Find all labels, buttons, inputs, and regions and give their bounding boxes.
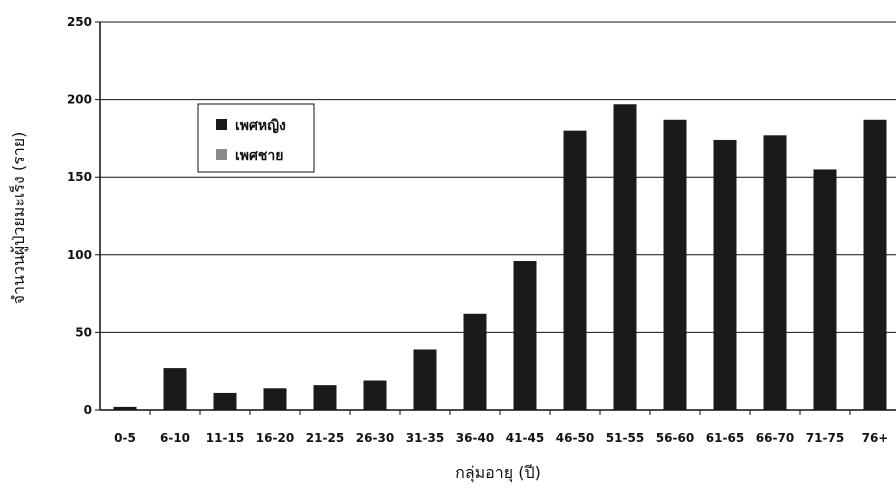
x-tick-label: 6-10 bbox=[160, 431, 190, 445]
y-tick-label: 50 bbox=[75, 325, 92, 339]
bar bbox=[663, 119, 687, 410]
bar bbox=[313, 385, 337, 410]
plot-area bbox=[100, 22, 896, 410]
y-tick-labels: 0 50 100 150 200 250 bbox=[67, 15, 100, 417]
bar bbox=[463, 313, 487, 410]
bar-group bbox=[113, 104, 887, 411]
bar bbox=[513, 261, 537, 410]
x-tick-labels: 0-5 6-10 11-15 16-20 21-25 26-30 31-35 36-40 41-… bbox=[114, 410, 889, 445]
x-tick-label: 0-5 bbox=[114, 431, 136, 445]
bar bbox=[563, 130, 587, 410]
y-axis-title: จำนวนผู้ป่วยมะเร็ง (ราย) bbox=[8, 132, 29, 305]
bar bbox=[813, 169, 837, 410]
legend: เพศหญิง เพศชาย bbox=[197, 103, 315, 173]
bar bbox=[613, 104, 637, 411]
x-tick-label: 36-40 bbox=[456, 431, 494, 445]
legend-box bbox=[197, 103, 315, 173]
x-tick-label: 26-30 bbox=[356, 431, 394, 445]
bar bbox=[113, 406, 137, 410]
bar bbox=[213, 392, 237, 410]
legend-swatch-female bbox=[216, 119, 227, 130]
y-tick-label: 200 bbox=[67, 93, 92, 107]
x-axis-title: กลุ่มอายุ (ปี) bbox=[455, 463, 541, 483]
legend-label-female: เพศหญิง bbox=[235, 118, 286, 134]
legend-swatch-male bbox=[216, 149, 227, 160]
x-tick-label: 46-50 bbox=[556, 431, 594, 445]
x-tick-label: 31-35 bbox=[406, 431, 444, 445]
x-tick-label: 16-20 bbox=[256, 431, 294, 445]
bar bbox=[763, 135, 787, 410]
x-tick-label: 71-75 bbox=[806, 431, 844, 445]
bar bbox=[163, 368, 187, 410]
gridlines bbox=[100, 21, 896, 333]
y-tick-label: 250 bbox=[67, 15, 92, 29]
x-tick-label: 41-45 bbox=[506, 431, 544, 445]
legend-label-male: เพศชาย bbox=[235, 148, 283, 164]
bar bbox=[363, 380, 387, 410]
bar bbox=[263, 388, 287, 410]
bar bbox=[413, 349, 437, 410]
x-tick-label: 66-70 bbox=[756, 431, 794, 445]
y-tick-label: 100 bbox=[67, 248, 92, 262]
x-tick-label: 51-55 bbox=[606, 431, 644, 445]
y-tick-label: 0 bbox=[84, 403, 92, 417]
x-tick-label: 61-65 bbox=[706, 431, 744, 445]
bar bbox=[713, 139, 737, 410]
y-tick-label: 150 bbox=[67, 170, 92, 184]
x-tick-label: 56-60 bbox=[656, 431, 694, 445]
x-tick-label: 21-25 bbox=[306, 431, 344, 445]
x-tick-label: 76+ bbox=[862, 431, 889, 445]
bar bbox=[863, 119, 887, 410]
x-tick-label: 11-15 bbox=[206, 431, 244, 445]
